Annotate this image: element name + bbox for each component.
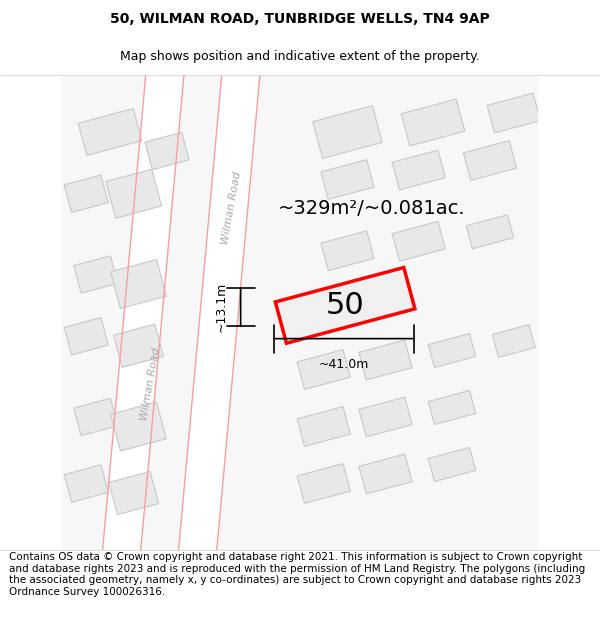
Polygon shape bbox=[359, 397, 412, 437]
Polygon shape bbox=[297, 349, 350, 389]
Polygon shape bbox=[428, 448, 476, 481]
Text: Map shows position and indicative extent of the property.: Map shows position and indicative extent… bbox=[120, 50, 480, 62]
Text: 50: 50 bbox=[326, 291, 365, 320]
Polygon shape bbox=[64, 175, 108, 213]
Text: 50, WILMAN ROAD, TUNBRIDGE WELLS, TN4 9AP: 50, WILMAN ROAD, TUNBRIDGE WELLS, TN4 9A… bbox=[110, 12, 490, 26]
Text: ~41.0m: ~41.0m bbox=[319, 357, 369, 371]
Polygon shape bbox=[275, 268, 415, 343]
Polygon shape bbox=[359, 340, 412, 380]
Polygon shape bbox=[110, 259, 166, 309]
Polygon shape bbox=[64, 318, 108, 355]
Polygon shape bbox=[101, 49, 186, 576]
Polygon shape bbox=[466, 215, 514, 249]
Polygon shape bbox=[106, 169, 161, 218]
Polygon shape bbox=[78, 109, 142, 156]
Polygon shape bbox=[145, 132, 189, 169]
Polygon shape bbox=[487, 93, 541, 133]
Text: ~329m²/~0.081ac.: ~329m²/~0.081ac. bbox=[277, 199, 465, 217]
Polygon shape bbox=[392, 221, 445, 261]
Text: Wilman Road: Wilman Road bbox=[139, 346, 162, 421]
Text: ~13.1m: ~13.1m bbox=[214, 282, 227, 332]
Polygon shape bbox=[74, 256, 118, 293]
Polygon shape bbox=[321, 159, 374, 199]
Text: Contains OS data © Crown copyright and database right 2021. This information is : Contains OS data © Crown copyright and d… bbox=[9, 552, 585, 597]
Polygon shape bbox=[321, 231, 374, 271]
Polygon shape bbox=[64, 465, 108, 502]
Polygon shape bbox=[110, 402, 166, 451]
Text: Wilman Road: Wilman Road bbox=[220, 171, 242, 245]
Polygon shape bbox=[428, 391, 476, 424]
Polygon shape bbox=[359, 454, 412, 494]
Polygon shape bbox=[493, 324, 535, 357]
Polygon shape bbox=[74, 398, 118, 436]
Polygon shape bbox=[297, 407, 350, 446]
Polygon shape bbox=[297, 464, 350, 503]
Polygon shape bbox=[392, 150, 445, 190]
Polygon shape bbox=[176, 49, 262, 576]
Polygon shape bbox=[401, 99, 465, 146]
Polygon shape bbox=[313, 106, 382, 158]
Polygon shape bbox=[113, 324, 163, 368]
Polygon shape bbox=[463, 141, 517, 181]
Polygon shape bbox=[109, 471, 158, 514]
Polygon shape bbox=[428, 334, 476, 367]
